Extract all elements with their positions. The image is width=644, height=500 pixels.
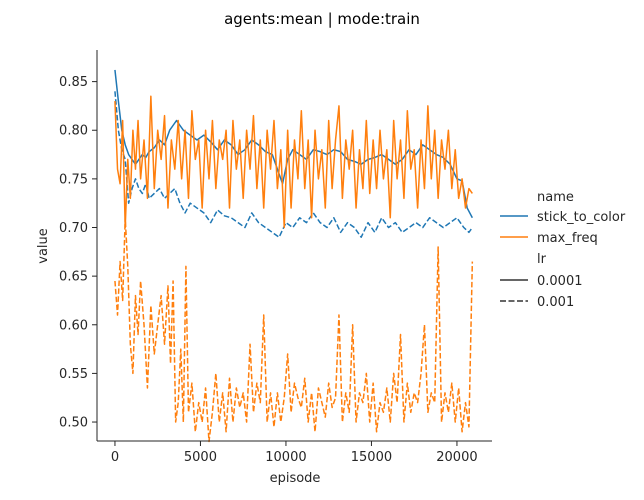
legend: name stick_to_color max_freq lr 0.0001 0… [500,190,626,310]
legend-label-max-freq: max_freq [537,231,598,246]
x-ticks: 0 5000 10000 15000 20000 [111,441,478,465]
x-tick-label: 10000 [265,450,306,465]
x-tick-label: 20000 [436,450,477,465]
y-tick-label: 0.55 [59,367,88,382]
y-tick-label: 0.80 [59,124,88,139]
x-axis-label: episode [270,471,321,486]
y-axis-label: value [36,228,51,264]
x-tick-label: 0 [111,450,119,465]
axes [96,50,492,442]
y-tick-label: 0.65 [59,270,88,285]
y-tick-label: 0.60 [59,318,88,333]
legend-hue-title: name [537,190,574,205]
y-tick-label: 0.85 [59,75,88,90]
y-tick-label: 0.75 [59,172,88,187]
x-tick-label: 5000 [184,450,217,465]
legend-label-lr-0001: 0.0001 [537,274,583,289]
legend-label-lr-001: 0.001 [537,295,574,310]
chart-title: agents:mean | mode:train [224,10,420,28]
legend-style-title: lr [537,252,547,267]
plot-area [114,69,474,443]
series-line-max-freq-lr-0-0001 [114,95,473,229]
legend-label-stick-to-color: stick_to_color [537,210,626,225]
y-tick-label: 0.50 [59,416,88,431]
x-tick-label: 15000 [351,450,392,465]
y-ticks: 0.50 0.55 0.60 0.65 0.70 0.75 0.80 0.85 [59,75,97,431]
y-tick-label: 0.70 [59,221,88,236]
series-line-max-freq-lr-0-001 [114,217,474,443]
